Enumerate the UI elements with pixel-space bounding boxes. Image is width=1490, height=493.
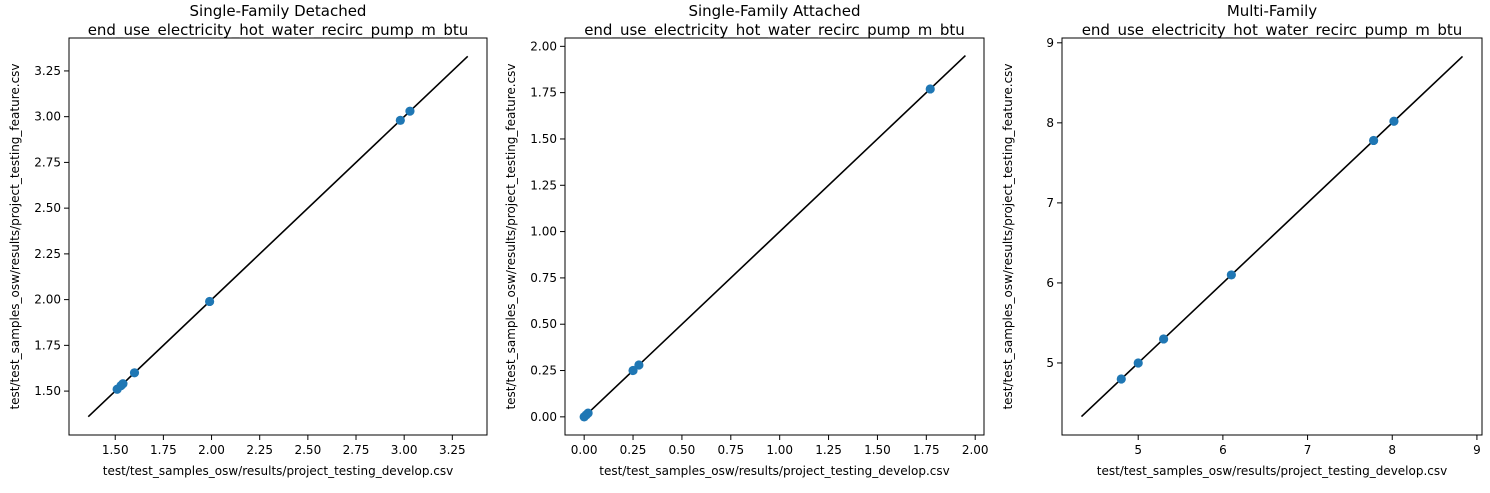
x-tick-label: 7 — [1304, 443, 1312, 457]
subplot-title-line: Single-Family Detached — [190, 2, 367, 20]
data-point — [1133, 358, 1143, 368]
y-tick-label: 8 — [1046, 116, 1054, 130]
subplot-title-line: end_use_electricity_hot_water_recirc_pum… — [1082, 21, 1463, 40]
subplot-title: Multi-Family end_use_electricity_hot_wate… — [1082, 2, 1463, 40]
data-point — [1159, 334, 1169, 344]
subplot-1: Single-Family Detached end_use_electricit… — [8, 2, 488, 478]
y-tick-label: 2.50 — [34, 201, 61, 215]
x-tick-label: 1.75 — [913, 443, 940, 457]
y-tick-label: 7 — [1046, 196, 1054, 210]
x-tick-label: 2.25 — [246, 443, 273, 457]
x-tick-label: 1.50 — [102, 443, 129, 457]
x-tick-label: 3.00 — [391, 443, 418, 457]
x-tick-label: 9 — [1473, 443, 1481, 457]
x-tick-label: 2.00 — [198, 443, 225, 457]
y-tick-label: 3.25 — [34, 64, 61, 78]
subplot-title-line: Single-Family Attached — [688, 2, 860, 20]
y-tick-label: 6 — [1046, 276, 1054, 290]
x-tick-label: 0.00 — [571, 443, 598, 457]
data-point — [1116, 374, 1126, 384]
y-axis-label: test/test_samples_osw/results/project_te… — [8, 63, 22, 409]
identity-line — [87, 55, 469, 418]
y-tick-label: 1.50 — [530, 132, 557, 146]
x-tick-label: 0.25 — [620, 443, 647, 457]
data-point — [1226, 270, 1236, 280]
data-point — [1369, 135, 1379, 146]
x-axis-label: test/test_samples_osw/results/project_te… — [103, 464, 454, 478]
x-tick-label: 2.50 — [294, 443, 321, 457]
data-point — [583, 408, 593, 418]
y-tick-label: 5 — [1046, 356, 1054, 370]
x-axis-label: test/test_samples_osw/results/project_te… — [599, 464, 950, 478]
axes-frame — [68, 37, 488, 436]
subplot-title-line: end_use_electricity_hot_water_recirc_pum… — [88, 21, 469, 40]
data-point — [395, 115, 405, 125]
x-tick-label: 2.00 — [962, 443, 989, 457]
x-axis-label: test/test_samples_osw/results/project_te… — [1097, 464, 1448, 478]
subplot-title-line: end_use_electricity_hot_water_recirc_pum… — [584, 21, 965, 40]
y-tick-label: 1.75 — [34, 338, 61, 352]
subplot-2: Single-Family Attached end_use_electricit… — [504, 2, 989, 478]
y-tick-label: 2.00 — [530, 39, 557, 53]
identity-line — [583, 55, 966, 418]
y-tick-label: 0.75 — [530, 271, 557, 285]
identity-line — [1080, 55, 1464, 418]
x-tick-label: 1.25 — [815, 443, 842, 457]
data-point — [205, 296, 215, 307]
x-tick-label: 0.75 — [717, 443, 744, 457]
x-tick-label: 8 — [1388, 443, 1396, 457]
data-point — [634, 360, 644, 370]
x-tick-label: 6 — [1219, 443, 1227, 457]
data-point — [1389, 116, 1399, 126]
subplot-title-line: Multi-Family — [1227, 2, 1317, 20]
subplot-3: Multi-Family end_use_electricity_hot_wate… — [1001, 2, 1483, 478]
x-tick-label: 0.50 — [669, 443, 696, 457]
axes-frame — [564, 37, 985, 436]
y-tick-label: 2.75 — [34, 155, 61, 169]
x-tick-label: 2.75 — [343, 443, 370, 457]
x-tick-label: 3.25 — [439, 443, 466, 457]
axes-frame — [1061, 37, 1483, 436]
x-tick-label: 5 — [1134, 443, 1142, 457]
data-point — [925, 84, 935, 94]
data-point — [118, 379, 128, 389]
x-tick-label: 1.00 — [766, 443, 793, 457]
y-tick-label: 0.25 — [530, 364, 557, 378]
y-tick-label: 3.00 — [34, 110, 61, 124]
y-tick-label: 1.25 — [530, 178, 557, 192]
y-axis-label: test/test_samples_osw/results/project_te… — [504, 63, 518, 409]
subplot-title: Single-Family Detached end_use_electricit… — [88, 2, 469, 40]
y-tick-label: 2.00 — [34, 293, 61, 307]
x-tick-label: 1.50 — [864, 443, 891, 457]
subplot-title: Single-Family Attached end_use_electricit… — [584, 2, 965, 40]
data-point — [628, 365, 638, 376]
y-tick-label: 9 — [1046, 36, 1054, 50]
x-tick-label: 1.75 — [150, 443, 177, 457]
y-tick-label: 1.00 — [530, 225, 557, 239]
y-tick-label: 0.50 — [530, 317, 557, 331]
y-tick-label: 2.25 — [34, 247, 61, 261]
y-tick-label: 1.75 — [530, 86, 557, 100]
y-tick-label: 1.50 — [34, 384, 61, 398]
y-axis-label: test/test_samples_osw/results/project_te… — [1001, 63, 1015, 409]
data-point — [129, 368, 140, 378]
data-point — [405, 106, 415, 116]
y-tick-label: 0.00 — [530, 410, 557, 424]
